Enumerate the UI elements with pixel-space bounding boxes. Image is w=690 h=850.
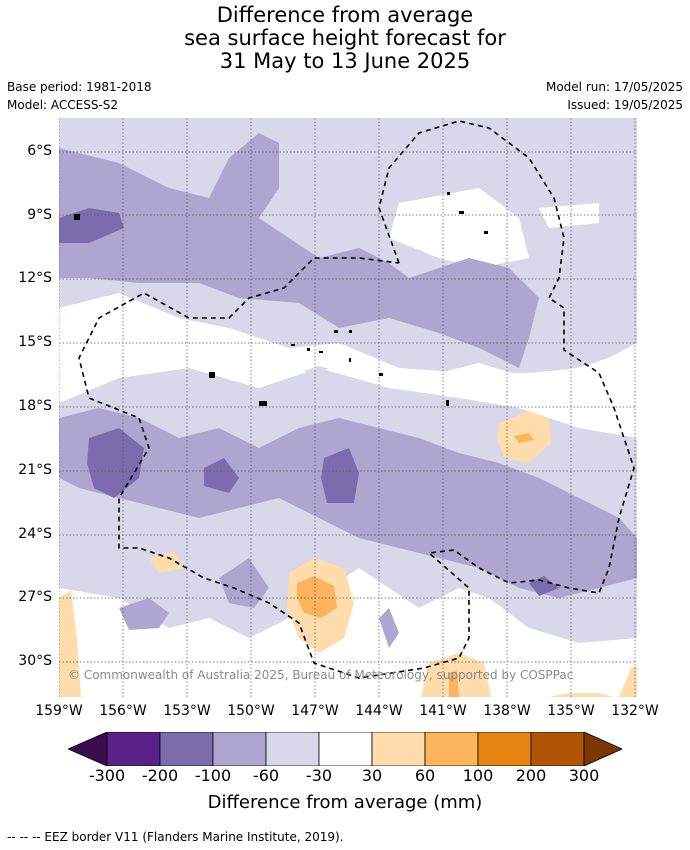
neutral-gap-east bbox=[539, 203, 599, 228]
copyright-notice: © Commonwealth of Australia 2025, Bureau… bbox=[68, 668, 574, 682]
contour-light-orange-5 bbox=[59, 590, 81, 697]
colorbar-tick-30: 30 bbox=[361, 766, 383, 785]
contour-medium-purple-small-1 bbox=[119, 598, 169, 630]
colorbar-swatch-9 bbox=[530, 731, 585, 767]
colorbar-swatch-8 bbox=[477, 731, 532, 767]
colorbar-swatch-3 bbox=[212, 731, 267, 767]
contour-medium-purple-north bbox=[59, 133, 539, 368]
lat-label-15s: 15°S bbox=[18, 334, 52, 350]
contour-medium-purple-small-2 bbox=[219, 558, 269, 608]
lat-label-6s: 6°S bbox=[27, 143, 52, 159]
colorbar bbox=[66, 731, 623, 770]
contour-light-orange-3 bbox=[149, 552, 184, 573]
map-title: Difference from average sea surface heig… bbox=[0, 4, 690, 73]
title-line-2: sea surface height forecast for bbox=[184, 26, 506, 50]
lon-label-135w: 135°W bbox=[547, 703, 595, 719]
islands bbox=[74, 192, 488, 406]
contour-dark-purple-4 bbox=[321, 448, 359, 503]
contour-orange-1 bbox=[514, 433, 534, 443]
colorbar-tick-200: 200 bbox=[515, 766, 547, 785]
colorbar-tick-300: 300 bbox=[568, 766, 600, 785]
colorbar-under bbox=[66, 731, 108, 767]
colorbar-swatch-6 bbox=[371, 731, 426, 767]
lon-label-132w: 132°W bbox=[611, 703, 659, 719]
colorbar-swatch-7 bbox=[424, 731, 479, 767]
lon-label-153w: 153°W bbox=[163, 703, 211, 719]
title-line-3: 31 May to 13 June 2025 bbox=[219, 49, 471, 73]
lon-label-150w: 150°W bbox=[227, 703, 275, 719]
colorbar-title: Difference from average (mm) bbox=[207, 792, 483, 813]
meta-left: Base period: 1981-2018 Model: ACCESS-S2 bbox=[7, 78, 152, 114]
eez-borders bbox=[78, 120, 635, 679]
colorbar-swatch-1 bbox=[106, 731, 161, 767]
lon-label-147w: 147°W bbox=[291, 703, 339, 719]
neutral-gap-middle bbox=[59, 293, 637, 438]
model-run: Model run: 17/05/2025 bbox=[545, 80, 683, 94]
sea-surface-height-map bbox=[59, 118, 637, 697]
eez-boundary-north bbox=[78, 120, 635, 679]
contour-light-orange-7 bbox=[619, 666, 637, 697]
lon-label-159w: 159°W bbox=[35, 703, 83, 719]
contour-dark-purple-3 bbox=[204, 458, 239, 493]
base-period: Base period: 1981-2018 bbox=[7, 80, 152, 94]
colorbar-tick-60: 60 bbox=[414, 766, 436, 785]
colorbar-swatch-4 bbox=[265, 731, 320, 767]
colorbar-tick-m60: -60 bbox=[252, 766, 280, 785]
lat-label-24s: 24°S bbox=[18, 526, 52, 542]
lat-label-21s: 21°S bbox=[18, 462, 52, 478]
colorbar-swatch-2 bbox=[159, 731, 214, 767]
model-name: Model: ACCESS-S2 bbox=[7, 98, 119, 112]
neutral-gap-north bbox=[389, 188, 529, 268]
lon-label-141w: 141°W bbox=[419, 703, 467, 719]
contour-orange-2 bbox=[297, 576, 337, 618]
contour-dark-purple-2 bbox=[87, 428, 144, 498]
colorbar-swatch-neutral bbox=[318, 731, 373, 767]
lon-label-138w: 138°W bbox=[483, 703, 531, 719]
lat-label-18s: 18°S bbox=[18, 398, 52, 414]
lon-label-156w: 156°W bbox=[99, 703, 147, 719]
colorbar-tick-100: 100 bbox=[462, 766, 494, 785]
lat-label-30s: 30°S bbox=[18, 653, 52, 669]
title-line-1: Difference from average bbox=[216, 3, 474, 27]
contour-orange-3 bbox=[449, 671, 459, 697]
map-canvas bbox=[59, 118, 637, 697]
colorbar-tick-m100: -100 bbox=[194, 766, 232, 785]
colorbar-tick-m30: -30 bbox=[305, 766, 333, 785]
issued-date: Issued: 19/05/2025 bbox=[567, 98, 683, 112]
contour-medium-purple-small-3 bbox=[379, 608, 399, 648]
colorbar-tick-m200: -200 bbox=[141, 766, 179, 785]
lat-label-12s: 12°S bbox=[18, 270, 52, 286]
lat-label-27s: 27°S bbox=[18, 589, 52, 605]
contour-dark-purple-5 bbox=[529, 576, 559, 596]
lon-label-144w: 144°W bbox=[355, 703, 403, 719]
lat-label-9s: 9°S bbox=[27, 207, 52, 223]
contour-light-orange-6 bbox=[549, 693, 614, 697]
meta-right: Model run: 17/05/2025 Issued: 19/05/2025 bbox=[546, 78, 683, 114]
eez-legend-note: -- -- -- EEZ border V11 (Flanders Marine… bbox=[7, 830, 344, 844]
colorbar-tick-m300: -300 bbox=[88, 766, 126, 785]
colorbar-over bbox=[583, 731, 623, 767]
